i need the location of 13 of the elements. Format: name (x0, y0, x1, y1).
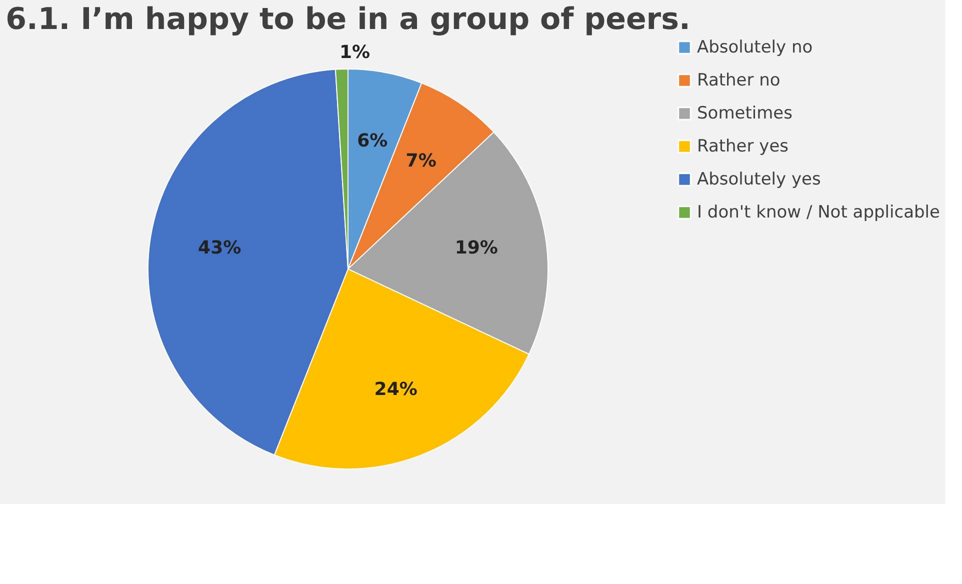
legend-label: Rather no (697, 70, 780, 90)
data-label: 19% (454, 238, 498, 259)
data-label: 24% (374, 378, 418, 400)
legend-label: Rather yes (697, 136, 789, 156)
data-label: 7% (406, 150, 436, 172)
chart-title: 6.1. I’m happy to be in a group of peers. (6, 2, 690, 37)
data-label: 6% (357, 130, 388, 152)
data-label: 1% (340, 42, 370, 64)
legend-label: Absolutely yes (697, 170, 822, 190)
legend-label: Absolutely no (697, 38, 813, 58)
legend-label: Sometimes (697, 104, 793, 124)
legend-label: I don't know / Not applicable (697, 202, 940, 222)
data-label: 43% (198, 238, 242, 259)
